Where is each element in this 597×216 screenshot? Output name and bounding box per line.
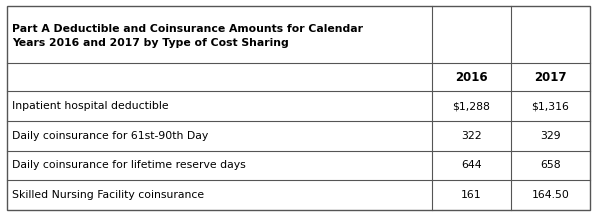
- Text: $1,288: $1,288: [453, 101, 490, 111]
- Text: 329: 329: [540, 131, 561, 141]
- Text: 322: 322: [461, 131, 482, 141]
- Text: Skilled Nursing Facility coinsurance: Skilled Nursing Facility coinsurance: [12, 190, 204, 200]
- Text: 2016: 2016: [455, 71, 488, 84]
- Text: Daily coinsurance for 61st-90th Day: Daily coinsurance for 61st-90th Day: [12, 131, 208, 141]
- Text: 161: 161: [461, 190, 482, 200]
- Text: Inpatient hospital deductible: Inpatient hospital deductible: [12, 101, 168, 111]
- Text: 644: 644: [461, 160, 482, 170]
- Text: Years 2016 and 2017 by Type of Cost Sharing: Years 2016 and 2017 by Type of Cost Shar…: [12, 38, 289, 48]
- Text: Part A Deductible and Coinsurance Amounts for Calendar: Part A Deductible and Coinsurance Amount…: [12, 24, 363, 34]
- Text: $1,316: $1,316: [531, 101, 570, 111]
- Text: Daily coinsurance for lifetime reserve days: Daily coinsurance for lifetime reserve d…: [12, 160, 246, 170]
- Text: 2017: 2017: [534, 71, 567, 84]
- Text: 164.50: 164.50: [531, 190, 570, 200]
- Text: 658: 658: [540, 160, 561, 170]
